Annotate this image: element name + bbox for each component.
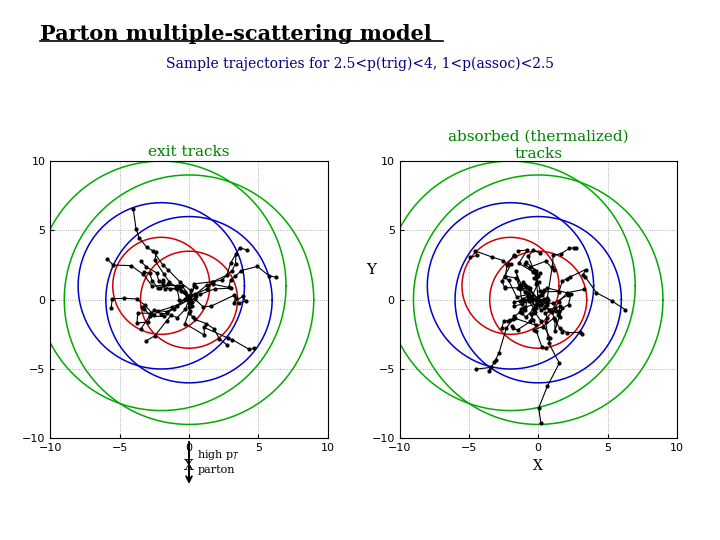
Title: absorbed (thermalized)
tracks: absorbed (thermalized) tracks <box>448 130 629 161</box>
Text: Sample trajectories for 2.5<p(trig)<4, 1<p(assoc)<2.5: Sample trajectories for 2.5<p(trig)<4, 1… <box>166 57 554 71</box>
X-axis label: X: X <box>184 458 194 472</box>
Text: high p$_T$: high p$_T$ <box>197 448 240 462</box>
Title: exit tracks: exit tracks <box>148 145 230 159</box>
Text: parton: parton <box>197 465 235 475</box>
Text: Parton multiple-scattering model: Parton multiple-scattering model <box>40 24 431 44</box>
X-axis label: X: X <box>534 458 543 472</box>
Text: Y: Y <box>366 263 376 277</box>
